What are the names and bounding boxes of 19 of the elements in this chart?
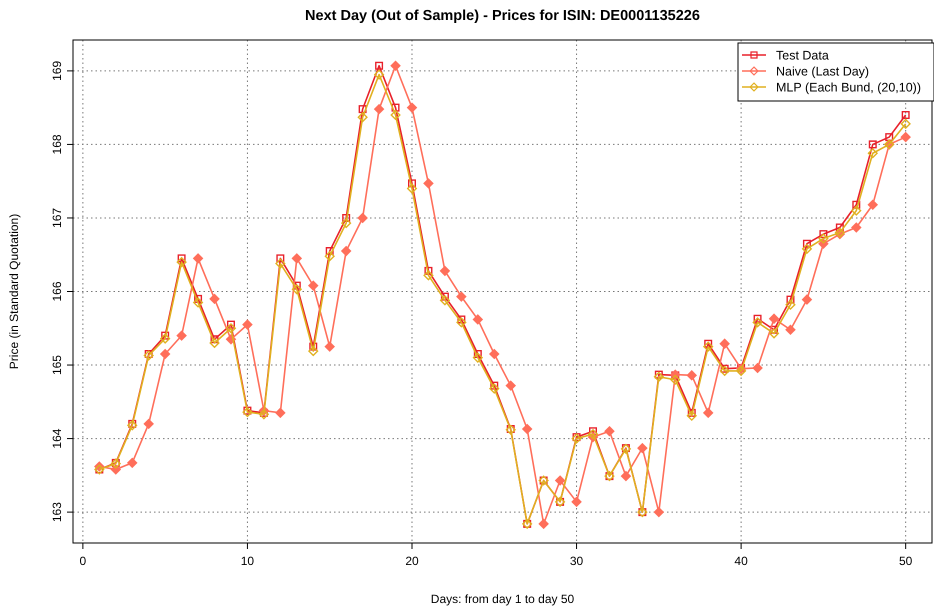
legend-label: Test Data xyxy=(776,48,829,62)
x-tick-label: 10 xyxy=(240,554,254,568)
y-tick-label: 165 xyxy=(50,354,64,376)
x-tick-label: 20 xyxy=(405,554,419,568)
y-tick-label: 164 xyxy=(50,428,64,449)
y-axis-title: Price (in Standard Quotation) xyxy=(7,214,21,370)
y-tick-label: 166 xyxy=(50,281,64,302)
y-tick-label: 167 xyxy=(50,208,64,228)
x-tick-label: 40 xyxy=(734,554,748,568)
y-tick-label: 168 xyxy=(50,134,64,154)
x-tick-label: 30 xyxy=(570,554,584,568)
y-tick-label: 169 xyxy=(50,60,64,81)
x-axis-title: Days: from day 1 to day 50 xyxy=(430,592,575,606)
chart-title: Next Day (Out of Sample) - Prices for ISIN: DE0001135226 xyxy=(305,8,700,24)
y-tick-label: 163 xyxy=(50,502,64,522)
legend-label: MLP (Each Bund, (20,10)) xyxy=(776,80,921,94)
x-tick-label: 0 xyxy=(80,554,87,568)
x-tick-label: 50 xyxy=(898,554,913,568)
legend-label: Naive (Last Day) xyxy=(776,64,870,78)
